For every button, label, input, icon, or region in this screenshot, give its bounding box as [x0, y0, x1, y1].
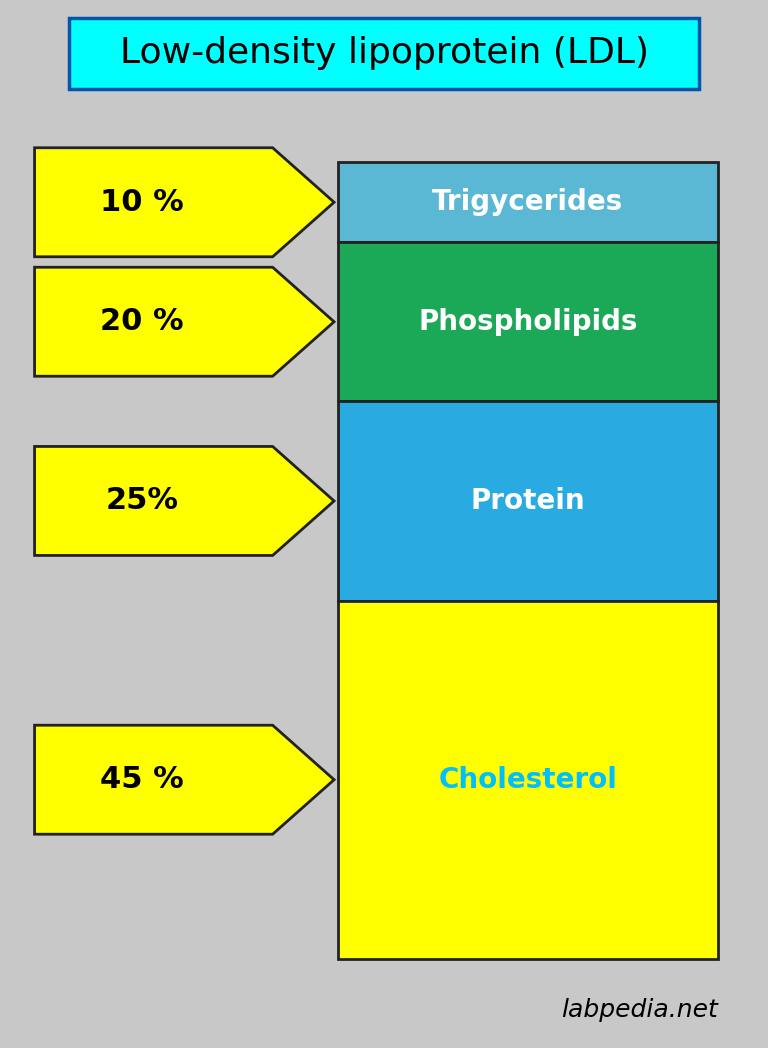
- Bar: [338, 601, 718, 959]
- Polygon shape: [35, 725, 334, 834]
- Polygon shape: [35, 148, 334, 257]
- Polygon shape: [35, 267, 334, 376]
- Bar: [338, 401, 718, 601]
- Polygon shape: [35, 446, 334, 555]
- Text: 10 %: 10 %: [100, 188, 184, 217]
- Text: Low-density lipoprotein (LDL): Low-density lipoprotein (LDL): [120, 37, 648, 70]
- Bar: [69, 18, 699, 89]
- Text: 25%: 25%: [105, 486, 178, 516]
- Bar: [338, 242, 718, 401]
- Bar: [338, 162, 718, 242]
- Text: 45 %: 45 %: [100, 765, 184, 794]
- Text: Protein: Protein: [471, 487, 585, 515]
- Text: labpedia.net: labpedia.net: [561, 998, 718, 1022]
- Text: Trigycerides: Trigycerides: [432, 189, 624, 216]
- Text: Cholesterol: Cholesterol: [439, 766, 617, 793]
- Text: Phospholipids: Phospholipids: [419, 308, 637, 335]
- Text: 20 %: 20 %: [100, 307, 184, 336]
